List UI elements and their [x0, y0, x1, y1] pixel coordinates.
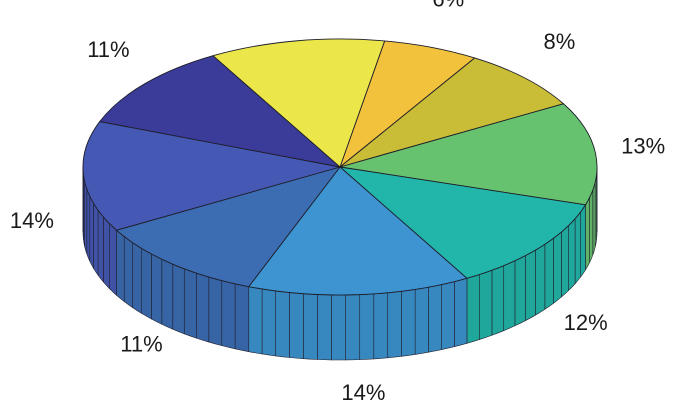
- pie-side-segment: [97, 209, 104, 283]
- pie-side-segment: [466, 274, 480, 344]
- pie-side-segment: [89, 196, 94, 270]
- pie-side-segment: [428, 284, 442, 353]
- pie-side-segment: [414, 286, 429, 355]
- pie-side-segment: [373, 292, 389, 360]
- pie-side-segment: [503, 260, 516, 332]
- pie-side-segment: [103, 216, 110, 290]
- pie-side-segment: [479, 269, 493, 340]
- pie-side-segment: [141, 247, 152, 320]
- pie-side-segment: [132, 242, 142, 314]
- pie-side-segment: [331, 294, 346, 361]
- pie-slice-8: [99, 55, 341, 168]
- slice-label-6: 11%: [120, 332, 162, 357]
- pie-side-segment: [116, 229, 125, 303]
- slice-label-4: 12%: [564, 310, 608, 335]
- pie-side-segment: [345, 294, 361, 361]
- pie-side-segment: [568, 217, 576, 292]
- slice-label-3: 13%: [621, 134, 665, 159]
- pie-side-segment: [491, 265, 505, 336]
- pie-side-segment: [525, 249, 536, 322]
- pie-side-segment: [195, 272, 210, 343]
- pie-side-segment: [454, 277, 468, 347]
- pie-side-segment: [123, 235, 133, 309]
- pie-side-segment: [303, 293, 318, 360]
- pie-side-segment: [535, 243, 546, 316]
- pie-slice-2: [339, 57, 564, 168]
- pie-side-segment: [172, 263, 185, 335]
- pie-side-segment: [161, 258, 174, 330]
- pie-side-segment: [589, 189, 594, 263]
- pie-side-segment: [514, 255, 526, 327]
- pie-side-segment: [84, 181, 88, 255]
- pie-side-segment: [553, 231, 562, 304]
- pie-slice-7: [82, 121, 341, 231]
- pie-side-segment: [93, 202, 99, 277]
- pie-side-segment: [585, 197, 590, 271]
- pie-side-segment: [592, 182, 596, 256]
- pie-slice-6: [116, 166, 341, 288]
- pie-slice-3: [339, 103, 598, 206]
- pie-side-segment: [248, 286, 263, 355]
- pie-side-segment: [261, 288, 276, 357]
- slice-label-9: 11%: [267, 0, 309, 2]
- pie-side-segment: [221, 280, 236, 350]
- pie-side-segment: [401, 289, 416, 357]
- pie-side-segment: [289, 292, 304, 360]
- pie-side-segment: [359, 293, 375, 360]
- slice-label-5: 14%: [341, 380, 385, 405]
- pie-side-segment: [109, 223, 117, 296]
- slice-label-2: 8%: [544, 29, 576, 54]
- pie-side-segment: [183, 268, 197, 339]
- pie-side-segment: [387, 290, 402, 359]
- pie-side-segment: [208, 276, 223, 347]
- slice-label-7: 14%: [10, 208, 54, 233]
- pie-side-segment: [317, 294, 332, 361]
- pie-side-segment: [561, 224, 569, 298]
- pie-slice-9: [212, 38, 386, 168]
- pie-side-segment: [574, 210, 581, 285]
- pie-slice-4: [339, 166, 586, 279]
- pie-side-segment: [544, 237, 554, 310]
- pie-side-segment: [234, 283, 250, 353]
- pie-side-segment: [580, 203, 586, 278]
- slice-label-8: 11%: [87, 37, 129, 62]
- pie-slice-5: [248, 166, 468, 296]
- pie-side-segment: [275, 290, 290, 358]
- pie-side-segment: [151, 253, 163, 325]
- pie-side-segment: [86, 188, 91, 262]
- pie-side-segment: [441, 281, 455, 350]
- slice-label-1: 6%: [432, 0, 464, 11]
